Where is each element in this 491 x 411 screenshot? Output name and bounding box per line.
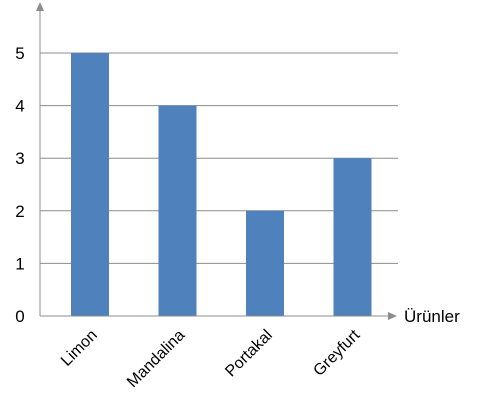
y-tick-labels: 0 1 2 3 4 5: [15, 44, 24, 326]
y-tick-label: 4: [15, 97, 24, 116]
bar-greyfurt: [333, 158, 372, 316]
y-tick-label: 0: [15, 307, 24, 326]
x-axis-title: Ürünler: [404, 307, 460, 326]
x-axis-arrow-icon: [388, 312, 397, 320]
y-tick-label: 5: [15, 44, 24, 63]
bar-limon: [71, 53, 109, 316]
bar-portakal: [246, 210, 284, 316]
y-tick-label: 3: [15, 149, 24, 168]
x-tick-label: Portakal: [222, 327, 276, 381]
x-tick-labels: Limon Mandalina Portakal Greyfurt: [58, 326, 364, 391]
y-tick-label: 1: [15, 254, 24, 273]
x-tick-label: Limon: [58, 327, 101, 370]
x-tick-label: Mandalina: [124, 327, 188, 391]
bar-mandalina: [158, 105, 197, 316]
x-tick-label: Greyfurt: [310, 326, 363, 379]
bars: [71, 53, 372, 316]
axes: [36, 2, 397, 320]
y-axis-arrow-icon: [36, 2, 44, 11]
y-tick-label: 2: [15, 202, 24, 221]
